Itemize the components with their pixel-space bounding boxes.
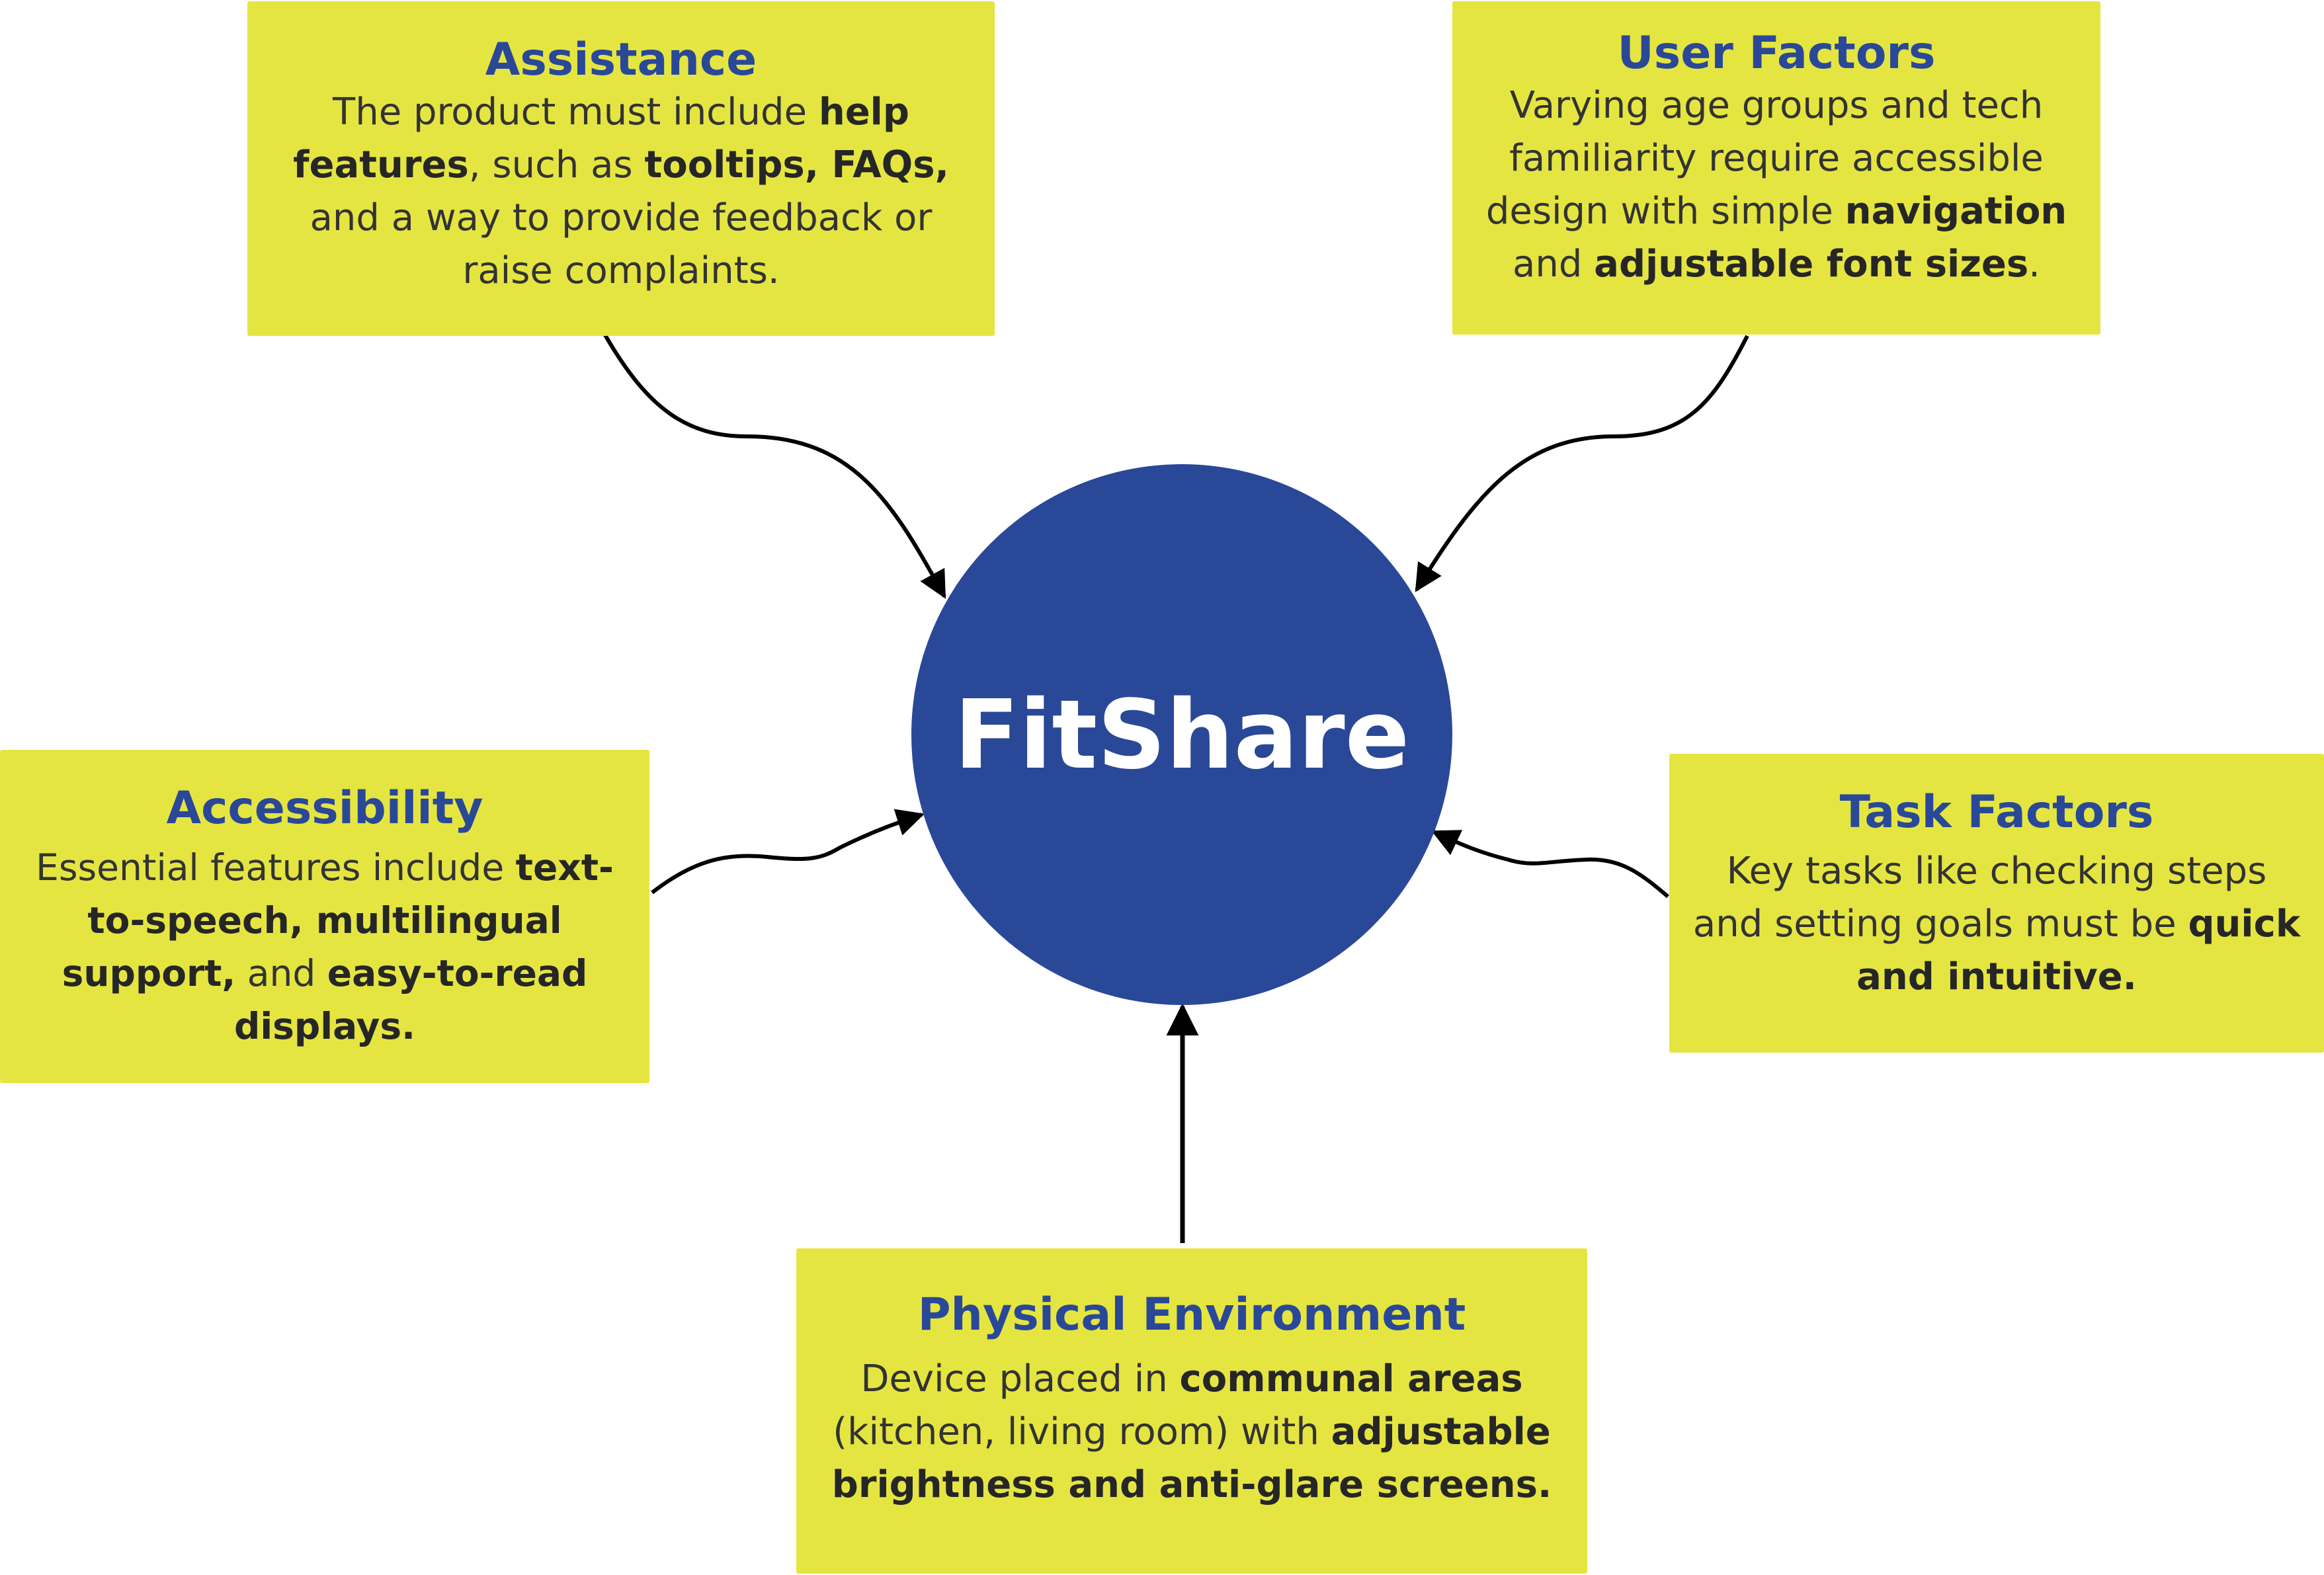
accessibility-text: Essential features include text-to-speec… [20, 841, 630, 1053]
bold-phrase: quick and intuitive. [1856, 903, 2301, 999]
task-factors-card: Task Factors Key tasks like checking ste… [1669, 754, 2324, 1053]
bold-phrase: navigation [1845, 190, 2067, 233]
text-run: and a way to provide feedback or raise c… [310, 196, 933, 293]
fitshare-hub: FitShare [911, 464, 1452, 1005]
physical-environment-text: Device placed in communal areas (kitchen… [823, 1353, 1561, 1512]
bold-phrase: text-to-speech, multilingual support, [62, 846, 614, 995]
task-factors-title: Task Factors [1839, 786, 2154, 838]
bold-phrase: adjustable brightness and anti-glare scr… [831, 1410, 1552, 1507]
task-factors-text: Key tasks like checking steps and settin… [1689, 845, 2304, 1004]
arrow-userfactors-to-hub [1415, 335, 1749, 592]
arrow-taskfactors-to-hub [1431, 830, 1669, 899]
arrow-accessibility-to-hub [651, 809, 925, 895]
hub-label: FitShare [954, 679, 1410, 790]
bold-phrase: help features [293, 91, 909, 187]
bold-phrase: communal areas [1179, 1357, 1523, 1401]
text-run: (kitchen, living room) with [833, 1410, 1331, 1454]
accessibility-title: Accessibility [166, 782, 483, 834]
text-run: Key tasks like checking steps and settin… [1692, 850, 2267, 946]
user-factors-card: User Factors Varying age groups and tech… [1452, 1, 2100, 335]
assistance-text: The product must include help features, … [274, 86, 968, 298]
text-run: , such as [468, 143, 645, 187]
text-run: Device placed in [860, 1357, 1180, 1401]
text-run: Varying age groups and tech familiarity … [1485, 84, 2044, 233]
text-run: The product must include [333, 91, 819, 134]
arrow-assistance-to-hub [602, 333, 946, 599]
text-run: . [2028, 243, 2040, 286]
user-factors-text: Varying age groups and tech familiarity … [1472, 79, 2081, 291]
text-run: and [1513, 243, 1595, 286]
bold-phrase: tooltips, FAQs, [644, 143, 949, 187]
bold-phrase: easy-to-read displays. [233, 952, 588, 1048]
physical-environment-card: Physical Environment Device placed in co… [796, 1248, 1587, 1574]
physical-environment-title: Physical Environment [917, 1289, 1466, 1341]
text-run: and [235, 952, 327, 995]
text-run: Essential features include [36, 846, 516, 889]
assistance-card: Assistance The product must include help… [247, 1, 995, 336]
bold-phrase: adjustable font sizes [1594, 243, 2029, 286]
accessibility-card: Accessibility Essential features include… [0, 750, 649, 1083]
assistance-title: Assistance [485, 34, 757, 86]
user-factors-title: User Factors [1617, 27, 1936, 79]
